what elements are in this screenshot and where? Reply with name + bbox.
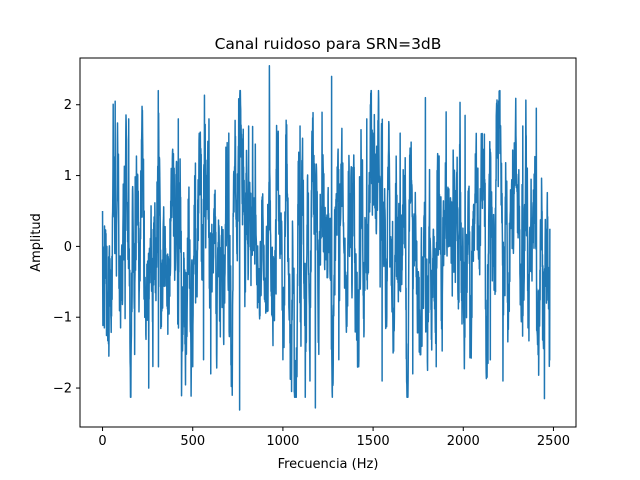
x-axis-ticks: 0 500 1000 1500 2000 2500 xyxy=(98,427,570,449)
y-tick-label: 2 xyxy=(64,98,72,113)
y-tick-label: 1 xyxy=(64,169,72,184)
y-tick-label: −1 xyxy=(53,311,72,326)
y-axis-ticks: −2 −1 0 1 2 xyxy=(53,98,80,397)
x-tick-label: 0 xyxy=(98,434,106,449)
series-layer xyxy=(101,65,551,411)
x-tick-label: 1500 xyxy=(357,434,390,449)
x-tick-label: 500 xyxy=(180,434,205,449)
x-tick-label: 2000 xyxy=(447,434,480,449)
y-tick-label: −2 xyxy=(53,382,72,397)
y-axis-label: Amplitud xyxy=(29,213,44,272)
plot-frame xyxy=(79,57,577,428)
y-tick-label: 0 xyxy=(64,240,72,255)
x-tick-label: 1000 xyxy=(266,434,299,449)
x-tick-label: 2500 xyxy=(537,434,570,449)
x-axis-label: Frecuencia (Hz) xyxy=(278,457,379,472)
chart-title: Canal ruidoso para SRN=3dB xyxy=(215,35,442,53)
series-line xyxy=(101,65,551,411)
